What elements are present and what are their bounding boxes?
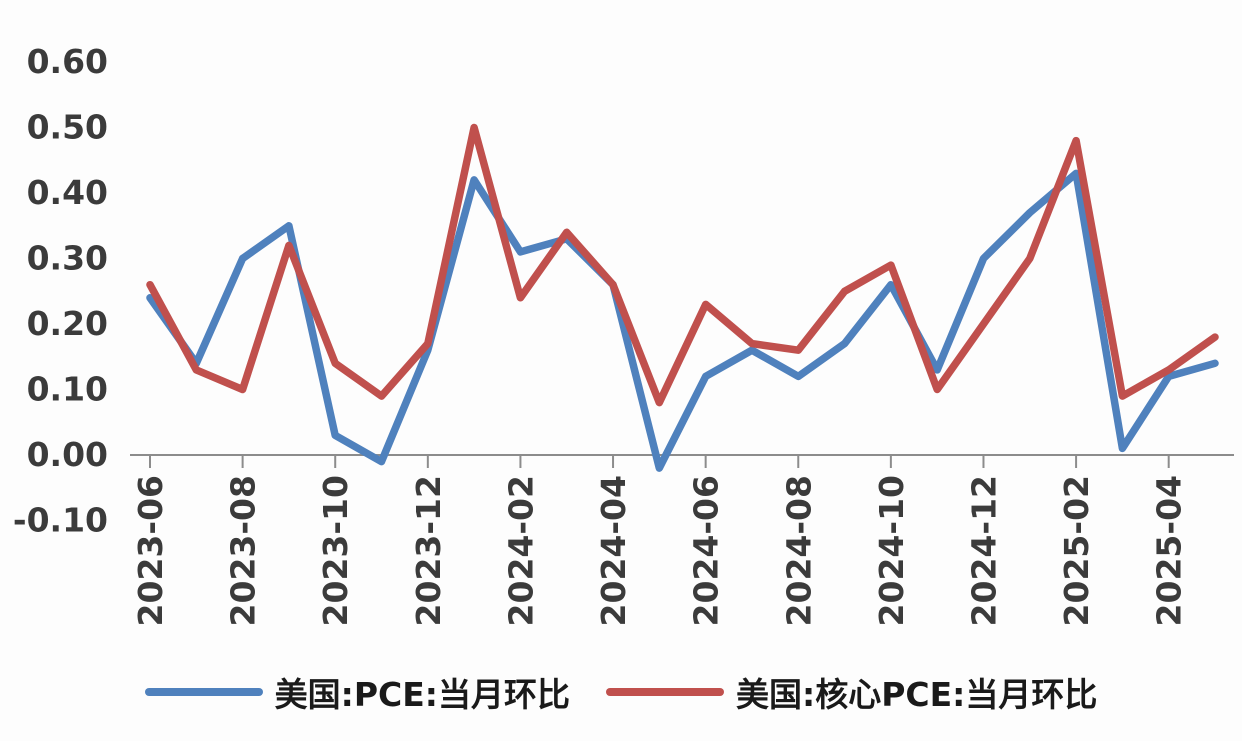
x-tick-label: 2024-08 [779, 475, 818, 626]
legend-item-pce: 美国:PCE:当月环比 [144, 668, 570, 716]
x-tick-label: 2023-06 [131, 475, 170, 626]
x-tick-label: 2024-10 [872, 475, 911, 626]
x-tick-label: 2024-04 [594, 475, 633, 626]
y-tick-label: 0.30 [27, 239, 108, 278]
y-tick-label: 0.50 [27, 108, 108, 147]
legend-label-pce: 美国:PCE:当月环比 [274, 675, 570, 714]
line-chart-canvas: 0.60 0.50 0.40 0.30 0.20 0.10 0.00 -0.10 2023-06… [13, 42, 1234, 626]
series-line-0 [146, 169, 1219, 472]
x-tick-label: 2023-12 [409, 475, 448, 626]
legend-line-swatch-blue [144, 688, 263, 696]
y-tick-label: 0.60 [27, 42, 108, 81]
x-tick-label: 2024-12 [964, 475, 1003, 626]
legend-label-core-pce: 美国:核心PCE:当月环比 [736, 675, 1098, 714]
y-tick-label: -0.10 [13, 501, 108, 540]
y-tick-label: 0.00 [27, 435, 108, 474]
x-tick-label: 2025-02 [1057, 475, 1096, 626]
x-tick-label: 2023-08 [224, 475, 263, 626]
legend-item-core-pce: 美国:核心PCE:当月环比 [606, 668, 1097, 716]
y-tick-label: 0.40 [27, 173, 108, 212]
legend-line-swatch-red [606, 688, 724, 696]
y-tick-label: 0.20 [27, 304, 108, 343]
x-tick-label: 2024-06 [687, 475, 726, 626]
x-tick-label: 2025-04 [1150, 475, 1189, 626]
x-tick-label: 2024-02 [501, 475, 540, 626]
legend: 美国:PCE:当月环比 美国:核心PCE:当月环比 [0, 668, 1242, 716]
x-tick-label: 2023-10 [316, 475, 355, 626]
y-tick-label: 0.10 [27, 370, 108, 409]
series-line-1 [146, 123, 1219, 407]
